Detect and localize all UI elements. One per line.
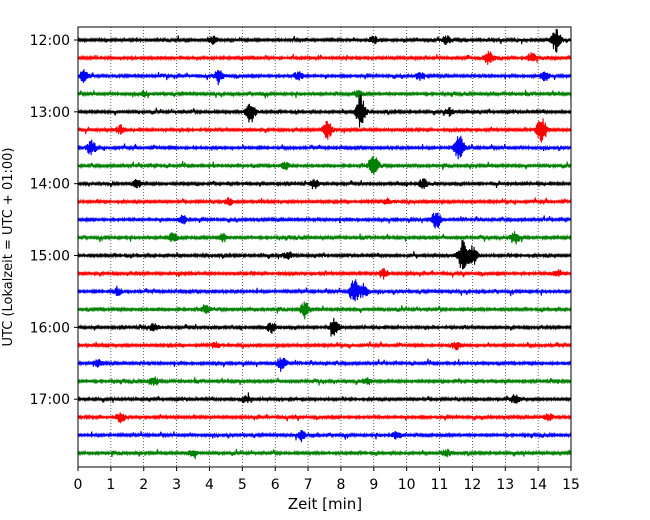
trace-1500 (77, 239, 572, 270)
x-tick-label: 11 (431, 477, 449, 493)
trace-1515 (77, 268, 572, 280)
x-tick-label: 4 (205, 477, 214, 493)
x-tick-label: 5 (238, 477, 247, 493)
y-axis-ticks: 12:00 13:00 14:00 15:00 16:00 17:00 (30, 33, 78, 408)
x-tick-label: 12 (463, 477, 481, 493)
trace-1230 (77, 69, 572, 86)
y-tick-label: 12:00 (30, 33, 70, 49)
trace-1615 (77, 341, 572, 351)
y-tick-label: 13:00 (30, 105, 70, 121)
trace-1345 (77, 156, 572, 176)
x-tick-label: 15 (562, 477, 580, 493)
trace-1545 (77, 301, 572, 320)
trace-1630 (77, 357, 572, 372)
x-tick-label: 0 (74, 477, 83, 493)
trace-1430 (77, 212, 572, 229)
x-tick-label: 13 (496, 477, 514, 493)
y-tick-label: 15:00 (30, 249, 70, 265)
trace-1600 (77, 317, 572, 337)
grid-lines (110, 27, 539, 467)
trace-1645 (77, 376, 572, 386)
trace-1245 (77, 89, 572, 99)
y-tick-label: 14:00 (30, 177, 70, 193)
x-tick-label: 3 (172, 477, 181, 493)
seismic-traces (77, 28, 572, 460)
trace-1300 (77, 94, 572, 128)
x-tick-label: 6 (271, 477, 280, 493)
trace-1530 (77, 279, 572, 302)
trace-1445 (77, 231, 572, 245)
trace-1215 (77, 50, 572, 65)
trace-1715 (77, 412, 572, 424)
x-tick-label: 9 (369, 477, 378, 493)
y-tick-label: 16:00 (30, 320, 70, 336)
y-tick-label: 17:00 (30, 392, 70, 408)
y-axis-label: UTC (Lokalzeit = UTC + 01:00) (1, 148, 16, 347)
x-tick-label: 1 (106, 477, 115, 493)
trace-1200 (77, 28, 572, 53)
x-tick-label: 10 (398, 477, 416, 493)
trace-1400 (77, 178, 572, 190)
plot-frame (77, 26, 572, 468)
trace-1315 (77, 118, 572, 143)
x-tick-label: 7 (304, 477, 313, 493)
x-tick-label: 14 (529, 477, 547, 493)
trace-1730 (77, 429, 572, 443)
trace-1330 (77, 135, 572, 160)
x-axis-label: Zeit [min] (288, 495, 362, 513)
x-axis-ticks: 0 1 2 3 4 5 6 7 8 9 10 11 12 13 14 15 (74, 467, 580, 493)
trace-1745 (77, 448, 572, 460)
trace-1415 (77, 197, 572, 206)
trace-1700 (77, 392, 572, 404)
x-tick-label: 8 (336, 477, 345, 493)
x-tick-label: 2 (139, 477, 148, 493)
